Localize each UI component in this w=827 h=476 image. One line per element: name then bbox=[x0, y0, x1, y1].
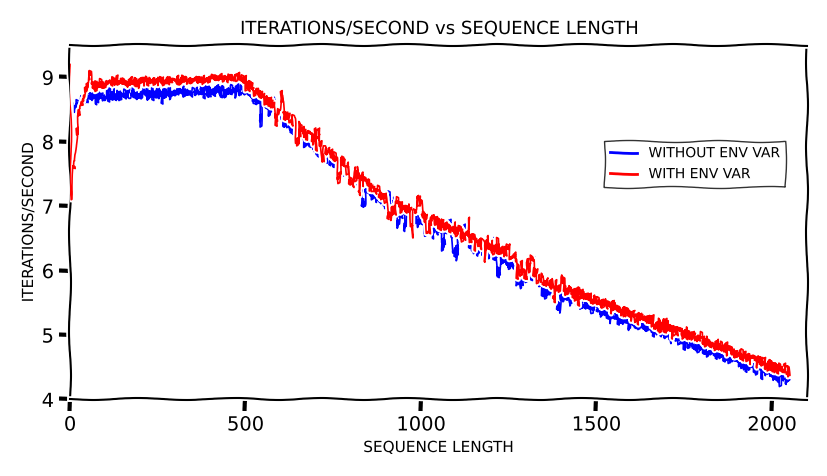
Y-axis label: ITERATIONS/SECOND: ITERATIONS/SECOND bbox=[21, 143, 36, 303]
WITH ENV VAR bbox=[337, 156, 347, 162]
WITH ENV VAR bbox=[739, 349, 748, 355]
WITH ENV VAR bbox=[305, 132, 315, 138]
WITHOUT ENV VAR bbox=[490, 255, 500, 261]
WITH ENV VAR bbox=[643, 320, 653, 326]
WITH ENV VAR bbox=[782, 374, 792, 380]
Title: ITERATIONS/SECOND vs SEQUENCE LENGTH: ITERATIONS/SECOND vs SEQUENCE LENGTH bbox=[240, 21, 636, 39]
X-axis label: SEQUENCE LENGTH: SEQUENCE LENGTH bbox=[363, 440, 513, 455]
WITHOUT ENV VAR bbox=[643, 325, 653, 331]
WITHOUT ENV VAR bbox=[739, 360, 749, 366]
WITH ENV VAR bbox=[65, 62, 75, 68]
Line: WITHOUT ENV VAR: WITHOUT ENV VAR bbox=[70, 76, 788, 387]
WITHOUT ENV VAR bbox=[220, 96, 230, 101]
WITHOUT ENV VAR bbox=[774, 384, 784, 389]
WITHOUT ENV VAR bbox=[305, 143, 315, 149]
WITH ENV VAR bbox=[783, 373, 793, 378]
WITHOUT ENV VAR bbox=[65, 106, 75, 111]
WITHOUT ENV VAR bbox=[241, 73, 251, 79]
WITHOUT ENV VAR bbox=[337, 169, 347, 175]
WITH ENV VAR bbox=[220, 78, 230, 83]
WITH ENV VAR bbox=[490, 242, 500, 248]
Legend: WITHOUT ENV VAR, WITH ENV VAR: WITHOUT ENV VAR, WITH ENV VAR bbox=[604, 141, 784, 188]
WITHOUT ENV VAR bbox=[783, 377, 793, 383]
Line: WITH ENV VAR: WITH ENV VAR bbox=[70, 65, 788, 377]
